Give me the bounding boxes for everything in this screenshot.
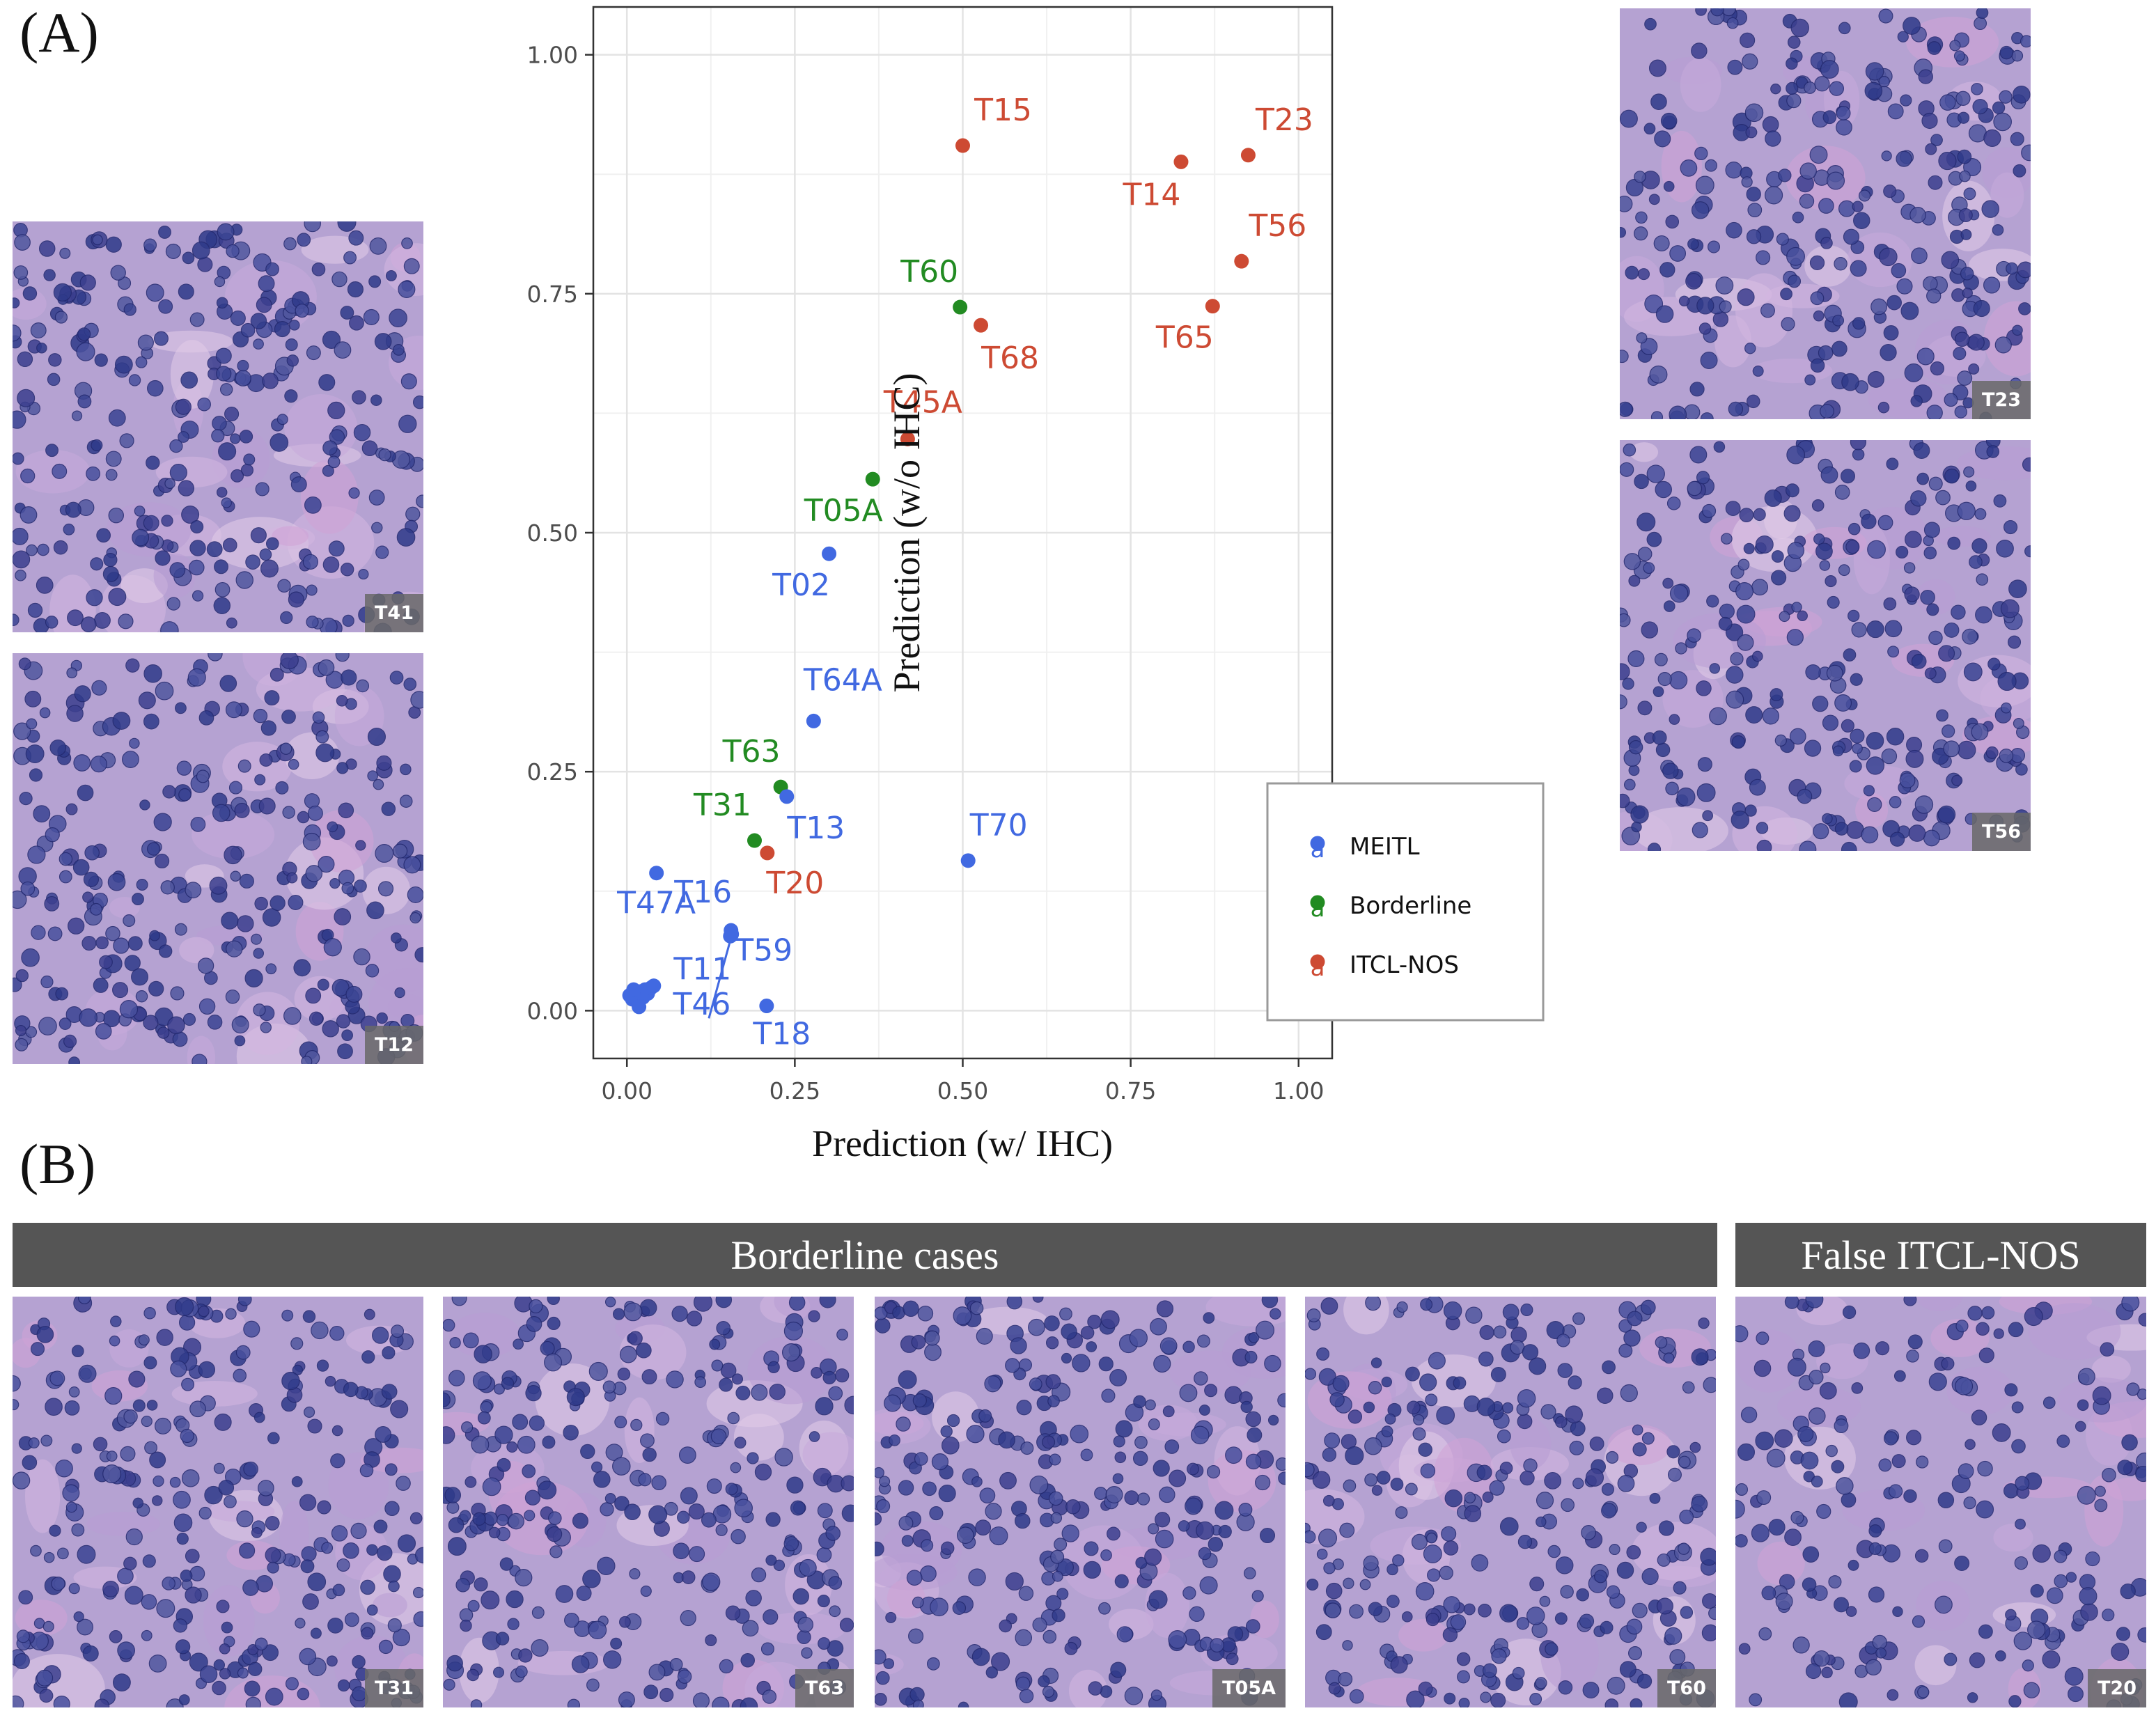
legend-label-meitl: MEITL bbox=[1350, 833, 1420, 861]
point-label-t18: T18 bbox=[752, 1017, 811, 1052]
micrograph-label-t20: T20 bbox=[2088, 1669, 2146, 1707]
data-point-t31 bbox=[747, 833, 762, 848]
micrograph-t56: T56 bbox=[1620, 440, 2031, 851]
point-label-t64a: T64A bbox=[803, 662, 882, 698]
legend-key-meitl bbox=[1310, 836, 1325, 851]
label-leader-line bbox=[708, 939, 732, 1019]
point-label-t46: T46 bbox=[673, 987, 731, 1022]
panel-b-label: (B) bbox=[19, 1132, 96, 1196]
data-point-t18 bbox=[759, 999, 774, 1013]
legend-key-borderline bbox=[1310, 895, 1325, 910]
point-label-t02: T02 bbox=[772, 568, 830, 603]
x-axis-title: Prediction (w/ IHC) bbox=[812, 1123, 1113, 1164]
data-point-t13 bbox=[779, 789, 795, 804]
data-point-t45a bbox=[900, 431, 915, 446]
legend-glyph-meitl: a bbox=[1311, 836, 1325, 863]
micrograph-t12: T12 bbox=[13, 653, 423, 1064]
data-point-t64a bbox=[806, 713, 821, 728]
x-tick-label: 1.00 bbox=[1273, 1077, 1324, 1104]
y-tick-label: 0.50 bbox=[527, 519, 578, 547]
x-tick-label: 0.25 bbox=[770, 1077, 820, 1104]
point-label-t65: T65 bbox=[1155, 320, 1214, 356]
legend-glyph-itcl_nos: a bbox=[1311, 954, 1325, 982]
legend-glyph-borderline: a bbox=[1311, 895, 1325, 923]
y-tick-label: 1.00 bbox=[527, 42, 578, 69]
x-tick-label: 0.75 bbox=[1105, 1077, 1156, 1104]
data-point-t70 bbox=[960, 853, 976, 868]
point-label-t31: T31 bbox=[693, 788, 751, 823]
data-point bbox=[646, 978, 662, 994]
x-tick-label: 0.50 bbox=[937, 1077, 988, 1104]
data-point-t59 bbox=[724, 927, 740, 942]
point-label-t68: T68 bbox=[981, 341, 1039, 376]
y-tick-label: 0.25 bbox=[527, 758, 578, 785]
point-label-t15: T15 bbox=[974, 93, 1032, 128]
y-tick-label: 0.75 bbox=[527, 281, 578, 308]
point-label-t20: T20 bbox=[765, 866, 824, 901]
data-point-t14 bbox=[1173, 154, 1189, 169]
point-label-t05a: T05A bbox=[804, 493, 883, 529]
legend-label-borderline: Borderline bbox=[1350, 892, 1471, 920]
point-label-t45a: T45A bbox=[883, 384, 962, 420]
y-axis-title: Prediction (w/o IHC) bbox=[886, 373, 928, 693]
point-label-t14: T14 bbox=[1123, 177, 1181, 212]
micrograph-label-t41: T41 bbox=[365, 594, 423, 632]
legend-label-itcl_nos: ITCL-NOS bbox=[1350, 951, 1459, 979]
point-label-t11: T11 bbox=[673, 951, 731, 987]
micrograph-t41: T41 bbox=[13, 221, 423, 632]
data-point-t02 bbox=[822, 546, 837, 561]
data-point-t15 bbox=[955, 138, 970, 153]
point-label-t56: T56 bbox=[1248, 208, 1306, 244]
point-label-t13: T13 bbox=[786, 811, 845, 846]
micrograph-label-t63: T63 bbox=[795, 1669, 854, 1707]
panel-a-label: (A) bbox=[19, 1, 99, 64]
micrograph-t05a: T05A bbox=[875, 1297, 1286, 1707]
micrograph-t60: T60 bbox=[1305, 1297, 1716, 1707]
legend-key-itcl_nos bbox=[1310, 954, 1325, 969]
micrograph-label-t05a: T05A bbox=[1212, 1669, 1286, 1707]
false-itcl-nos-header: False ITCL-NOS bbox=[1735, 1223, 2146, 1287]
point-label-t60: T60 bbox=[900, 254, 958, 290]
scatter-chart: 0.00 0.25 0.50 0.75 1.00 0.00 0.25 0.50 0.75 1.00… bbox=[527, 6, 1545, 1164]
data-point-t56 bbox=[1234, 253, 1249, 269]
micrograph-label-t31: T31 bbox=[365, 1669, 423, 1707]
micrograph-label-t60: T60 bbox=[1657, 1669, 1716, 1707]
point-label-t70: T70 bbox=[969, 808, 1028, 843]
data-point-t05a bbox=[865, 471, 880, 487]
y-tick-label: 0.00 bbox=[527, 997, 578, 1024]
data-point-t68 bbox=[974, 318, 989, 333]
data-point-t47a bbox=[649, 866, 664, 881]
point-label-t59: T59 bbox=[734, 933, 792, 969]
data-point-t60 bbox=[953, 299, 968, 315]
micrograph-label-t56: T56 bbox=[1972, 813, 2031, 851]
data-point bbox=[632, 999, 647, 1015]
borderline-cases-header: Borderline cases bbox=[13, 1223, 1717, 1287]
micrograph-t31: T31 bbox=[13, 1297, 423, 1707]
point-label-t47a: T47A bbox=[616, 886, 696, 921]
micrograph-t20: T20 bbox=[1735, 1297, 2146, 1707]
data-point bbox=[626, 982, 641, 997]
point-label-t63: T63 bbox=[722, 734, 781, 769]
point-label-t23: T23 bbox=[1255, 102, 1313, 138]
data-point-t20 bbox=[760, 845, 775, 861]
micrograph-t23: T23 bbox=[1620, 8, 2031, 419]
point-label-t16: T16 bbox=[673, 875, 732, 910]
x-tick-label: 0.00 bbox=[601, 1077, 652, 1104]
data-point-t65 bbox=[1205, 299, 1220, 314]
micrograph-label-t23: T23 bbox=[1972, 381, 2031, 419]
data-point-t23 bbox=[1240, 148, 1256, 163]
micrograph-t63: T63 bbox=[443, 1297, 854, 1707]
micrograph-label-t12: T12 bbox=[365, 1026, 423, 1064]
